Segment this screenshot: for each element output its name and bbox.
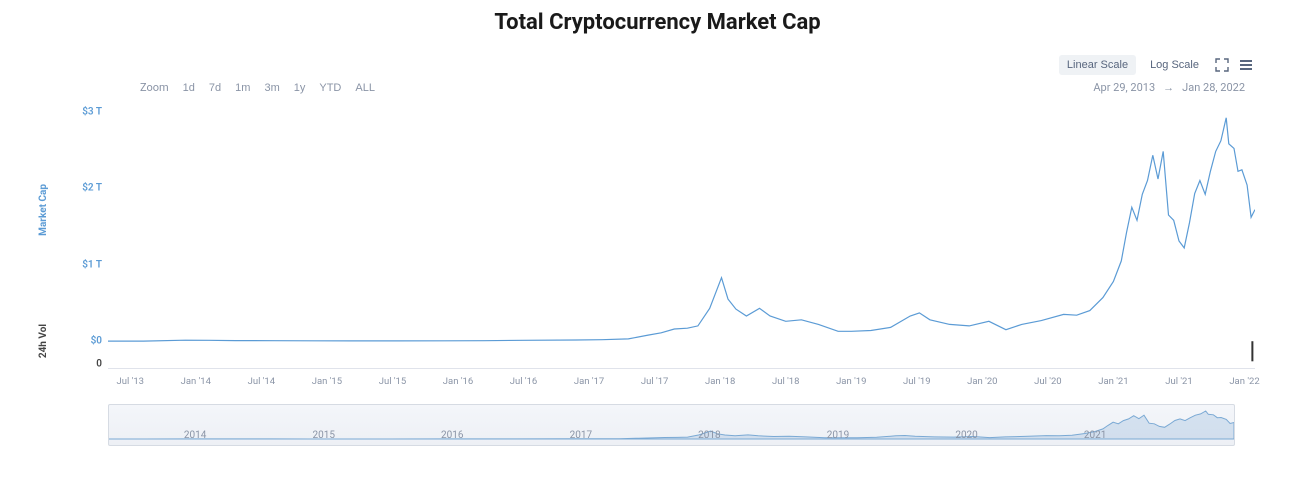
- x-tick: Jul '21: [1165, 376, 1192, 387]
- fullscreen-icon[interactable]: [1213, 56, 1231, 74]
- navigator-tick: 2021: [1084, 430, 1106, 441]
- y-tick: $2 T: [82, 183, 102, 194]
- main-chart[interactable]: Market Cap 24h Vol $0$1 T$2 T$3 T0 Jul '…: [80, 104, 1265, 394]
- x-tick: Jul '15: [379, 376, 406, 387]
- navigator-tick: 2018: [698, 430, 720, 441]
- y-tick: $3 T: [82, 106, 102, 117]
- log-scale-button[interactable]: Log Scale: [1142, 55, 1207, 75]
- arrow-right-icon: →: [1163, 81, 1174, 94]
- zoom-7d-button[interactable]: 7d: [207, 82, 223, 94]
- zoom-1m-button[interactable]: 1m: [233, 82, 252, 94]
- x-tick: Jan '15: [312, 376, 342, 387]
- date-from[interactable]: Apr 29, 2013: [1093, 81, 1155, 94]
- zoom-all-button[interactable]: ALL: [353, 82, 377, 94]
- date-range: Apr 29, 2013 → Jan 28, 2022: [1093, 81, 1245, 94]
- navigator-tick: 2019: [827, 430, 849, 441]
- y-axis-label-volume: 24h Vol: [38, 324, 49, 358]
- x-tick: Jan '21: [1098, 376, 1128, 387]
- y-axis-label-market-cap: Market Cap: [38, 184, 49, 236]
- x-tick: Jul '13: [117, 376, 144, 387]
- x-tick: Jul '16: [510, 376, 537, 387]
- x-tick: Jan '19: [836, 376, 866, 387]
- zoom-label: Zoom: [140, 81, 169, 94]
- x-tick: Jul '14: [248, 376, 275, 387]
- zoom-controls: Zoom 1d 7d 1m 3m 1y YTD ALL: [140, 81, 377, 94]
- x-tick: Jul '17: [641, 376, 668, 387]
- y-tick-volume: 0: [96, 359, 102, 370]
- navigator-tick: 2016: [441, 430, 463, 441]
- page-title: Total Cryptocurrency Market Cap: [20, 10, 1295, 35]
- zoom-ytd-button[interactable]: YTD: [317, 82, 343, 94]
- chart-toolbar: Linear Scale Log Scale: [20, 55, 1295, 75]
- y-axis-ticks: $0 $1 T $2 T $3 T 0: [72, 104, 102, 394]
- zoom-1d-button[interactable]: 1d: [181, 82, 197, 94]
- linear-scale-button[interactable]: Linear Scale: [1059, 55, 1136, 75]
- x-axis-ticks: Jul '13 Jan '14 Jul '14 Jan '15 Jul '15 Jan '…: [108, 372, 1255, 394]
- x-tick: Jan '20: [967, 376, 997, 387]
- navigator-tick: 2020: [955, 430, 977, 441]
- x-tick: Jan '16: [443, 376, 473, 387]
- x-tick: Jan '14: [181, 376, 211, 387]
- x-tick: Jan '18: [705, 376, 735, 387]
- y-tick: $0: [91, 336, 102, 347]
- chart-plot-area[interactable]: [108, 104, 1255, 369]
- x-tick: Jul '20: [1034, 376, 1061, 387]
- navigator-tick: 2015: [312, 430, 334, 441]
- x-tick: Jan '17: [574, 376, 604, 387]
- x-tick: Jul '19: [903, 376, 930, 387]
- navigator-tick: 2014: [184, 430, 206, 441]
- navigator-tick: 2017: [570, 430, 592, 441]
- date-to[interactable]: Jan 28, 2022: [1182, 81, 1245, 94]
- x-tick: Jan '22: [1229, 376, 1259, 387]
- zoom-3m-button[interactable]: 3m: [262, 82, 281, 94]
- x-tick: Jul '18: [772, 376, 799, 387]
- range-navigator[interactable]: 2014 2015 2016 2017 2018 2019 2020 2021: [108, 404, 1235, 446]
- y-tick: $1 T: [82, 259, 102, 270]
- menu-icon[interactable]: [1237, 56, 1255, 74]
- zoom-1y-button[interactable]: 1y: [292, 82, 308, 94]
